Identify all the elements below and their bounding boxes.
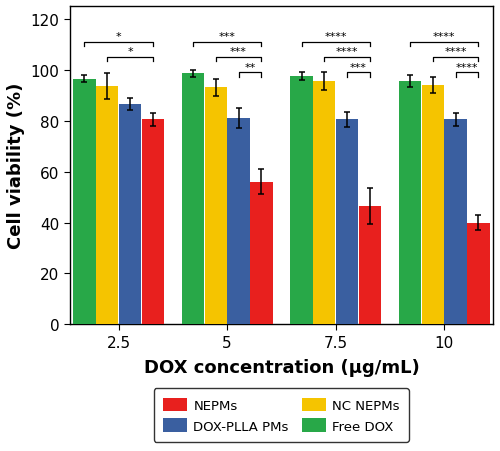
Text: ****: **** [433,32,456,42]
Text: ***: *** [230,47,247,57]
Text: ****: **** [444,47,467,57]
Bar [422,86,444,325]
Bar [467,223,489,325]
Bar [444,120,467,325]
Text: *: * [116,32,121,42]
Bar [74,79,96,325]
Bar [96,87,118,325]
Bar [250,182,272,325]
Text: ****: **** [324,32,347,42]
Text: *: * [127,47,133,57]
Bar [119,105,141,325]
Legend: NEPMs, DOX-PLLA PMs, NC NEPMs, Free DOX: NEPMs, DOX-PLLA PMs, NC NEPMs, Free DOX [154,388,409,442]
Text: ***: *** [218,32,236,42]
Y-axis label: Cell viability (%): Cell viability (%) [7,83,25,249]
Text: ***: *** [350,63,367,73]
Bar [142,120,164,325]
Bar [313,82,336,325]
X-axis label: DOX concentration (μg/mL): DOX concentration (μg/mL) [144,359,420,376]
Bar [204,88,227,325]
Bar [228,119,250,325]
Bar [358,207,381,325]
Bar [336,120,358,325]
Bar [290,77,312,325]
Text: **: ** [244,63,256,73]
Text: ****: **** [336,47,358,57]
Bar [399,82,421,325]
Text: ****: **** [456,63,478,73]
Bar [182,74,204,325]
